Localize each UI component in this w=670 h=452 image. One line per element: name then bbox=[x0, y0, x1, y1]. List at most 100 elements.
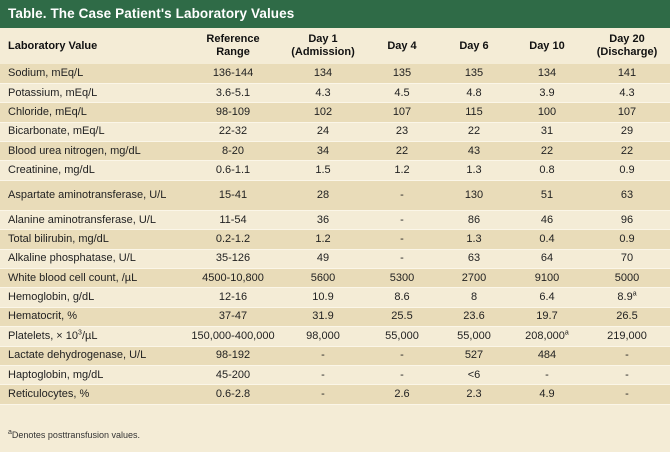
table-row: Aspartate aminotransferase, U/L 15-41 28… bbox=[0, 180, 670, 211]
table-row: Hemoglobin, g/dL 12-16 10.9 8.6 8 6.4 8.… bbox=[0, 287, 670, 308]
day10-value-cell: 100 bbox=[510, 102, 584, 123]
lab-name-cell: Aspartate aminotransferase, U/L bbox=[0, 180, 186, 211]
day1-value-cell: 98,000 bbox=[280, 326, 366, 347]
day10-value-cell: - bbox=[510, 365, 584, 386]
header-day-4: Day 4 bbox=[387, 39, 417, 52]
footnote-text: Denotes posttransfusion values. bbox=[11, 430, 140, 440]
header-day20-line1: Day 20 bbox=[609, 33, 645, 45]
lab-values-table: Laboratory Value Reference Range Day 1 (Ad… bbox=[0, 28, 670, 405]
day4-value-cell: - bbox=[366, 210, 438, 231]
day6-value-cell: 22 bbox=[438, 122, 510, 143]
header-laboratory-value: Laboratory Value bbox=[8, 39, 98, 52]
day20-value-cell: 0.9 bbox=[584, 229, 670, 250]
lab-name-cell: Alanine aminotransferase, U/L bbox=[0, 210, 186, 231]
table-row: Platelets, × 103/µL 150,000-400,000 98,0… bbox=[0, 326, 670, 347]
reference-range-cell: 150,000-400,000 bbox=[186, 326, 280, 347]
day1-value-cell: 1.5 bbox=[280, 160, 366, 181]
day4-value-cell: 55,000 bbox=[366, 326, 438, 347]
day20-value-cell: - bbox=[584, 384, 670, 405]
day1-value-cell: 24 bbox=[280, 122, 366, 143]
day10-value-cell: 64 bbox=[510, 249, 584, 270]
reference-range-cell: 11-54 bbox=[186, 210, 280, 231]
day4-value-cell: 5300 bbox=[366, 268, 438, 289]
day6-value-cell: <6 bbox=[438, 365, 510, 386]
day20-value-cell: 26.5 bbox=[584, 307, 670, 328]
day10-value-cell: 0.8 bbox=[510, 160, 584, 181]
reference-range-cell: 136-144 bbox=[186, 64, 280, 84]
footnote-marker: a bbox=[8, 429, 12, 436]
day20-value-cell: 141 bbox=[584, 64, 670, 84]
day10-value-cell: 0.4 bbox=[510, 229, 584, 250]
posttransfusion-marker: a bbox=[632, 290, 637, 298]
day10-value-cell: 484 bbox=[510, 346, 584, 366]
day6-value-cell: 115 bbox=[438, 102, 510, 123]
day1-value-cell: - bbox=[280, 346, 366, 366]
day20-value-cell: 0.9 bbox=[584, 160, 670, 181]
table-title-bar: Table. The Case Patient's Laboratory Val… bbox=[0, 0, 670, 28]
day1-value-cell: 102 bbox=[280, 102, 366, 123]
day4-value-cell: - bbox=[366, 180, 438, 211]
day4-value-cell: 25.5 bbox=[366, 307, 438, 328]
day4-value-cell: 22 bbox=[366, 141, 438, 162]
day20-value-cell: 70 bbox=[584, 249, 670, 270]
day20-value: 8.9 bbox=[617, 291, 633, 304]
reference-range-cell: 12-16 bbox=[186, 287, 280, 308]
header-ref-line1: Reference bbox=[206, 33, 260, 45]
day6-value-cell: 55,000 bbox=[438, 326, 510, 347]
day6-value-cell: 1.3 bbox=[438, 229, 510, 250]
table-row: Creatinine, mg/dL 0.6-1.1 1.5 1.2 1.3 0.… bbox=[0, 160, 670, 181]
day4-value-cell: 4.5 bbox=[366, 83, 438, 104]
day1-value-cell: 4.3 bbox=[280, 83, 366, 104]
day4-value-cell: - bbox=[366, 249, 438, 270]
day4-value-cell: - bbox=[366, 229, 438, 250]
day10-value-cell: 6.4 bbox=[510, 287, 584, 308]
day10-value-cell: 4.9 bbox=[510, 384, 584, 405]
header-day-6: Day 6 bbox=[459, 39, 489, 52]
reference-range-cell: 3.6-5.1 bbox=[186, 83, 280, 104]
lab-name-cell: Hematocrit, % bbox=[0, 307, 186, 328]
lab-name-cell: Lactate dehydrogenase, U/L bbox=[0, 346, 186, 366]
day1-value-cell: - bbox=[280, 365, 366, 386]
day20-value-cell: 8.9a bbox=[584, 287, 670, 308]
posttransfusion-marker: a bbox=[564, 329, 569, 337]
lab-name-suffix: /µL bbox=[81, 329, 98, 342]
lab-name-cell: Reticulocytes, % bbox=[0, 384, 186, 405]
lab-name-cell: Bicarbonate, mEq/L bbox=[0, 122, 186, 143]
header-day-1: Day 1 (Admission) bbox=[280, 28, 366, 64]
lab-name-cell: Platelets, × 103/µL bbox=[0, 326, 186, 347]
day1-value-cell: 5600 bbox=[280, 268, 366, 289]
day10-value-cell: 208,000a bbox=[510, 326, 584, 347]
day6-value-cell: 2.3 bbox=[438, 384, 510, 405]
reference-range-cell: 4500-10,800 bbox=[186, 268, 280, 289]
header-day20-line2: (Discharge) bbox=[596, 46, 658, 58]
header-day1-line2: (Admission) bbox=[291, 46, 355, 58]
day6-value-cell: 130 bbox=[438, 180, 510, 211]
table-row: Reticulocytes, % 0.6-2.8 - 2.6 2.3 4.9 - bbox=[0, 384, 670, 405]
reference-range-cell: 98-109 bbox=[186, 102, 280, 123]
table-row: White blood cell count, /µL 4500-10,800 … bbox=[0, 268, 670, 289]
day20-value-cell: 5000 bbox=[584, 268, 670, 289]
day6-value-cell: 527 bbox=[438, 346, 510, 366]
day6-value-cell: 135 bbox=[438, 64, 510, 84]
day20-value-cell: 4.3 bbox=[584, 83, 670, 104]
lab-name-cell: Total bilirubin, mg/dL bbox=[0, 229, 186, 250]
day6-value-cell: 63 bbox=[438, 249, 510, 270]
day6-value-cell: 8 bbox=[438, 287, 510, 308]
day10-value-cell: 22 bbox=[510, 141, 584, 162]
table-footnote: aDenotes posttransfusion values. bbox=[8, 429, 140, 440]
reference-range-cell: 8-20 bbox=[186, 141, 280, 162]
table-title: Table. The Case Patient's Laboratory Val… bbox=[8, 6, 295, 21]
lab-name-cell: Hemoglobin, g/dL bbox=[0, 287, 186, 308]
lab-name-cell: Potassium, mEq/L bbox=[0, 83, 186, 104]
day6-value-cell: 43 bbox=[438, 141, 510, 162]
reference-range-cell: 22-32 bbox=[186, 122, 280, 143]
header-day-20: Day 20 (Discharge) bbox=[584, 28, 670, 64]
lab-name-text: Platelets, × 10 bbox=[8, 329, 79, 342]
day6-value-cell: 4.8 bbox=[438, 83, 510, 104]
day1-value-cell: 134 bbox=[280, 64, 366, 84]
day20-value-cell: 63 bbox=[584, 180, 670, 211]
reference-range-cell: 0.2-1.2 bbox=[186, 229, 280, 250]
lab-name-cell: White blood cell count, /µL bbox=[0, 268, 186, 289]
table-row: Potassium, mEq/L 3.6-5.1 4.3 4.5 4.8 3.9… bbox=[0, 83, 670, 104]
lab-name-cell: Sodium, mEq/L bbox=[0, 64, 186, 84]
